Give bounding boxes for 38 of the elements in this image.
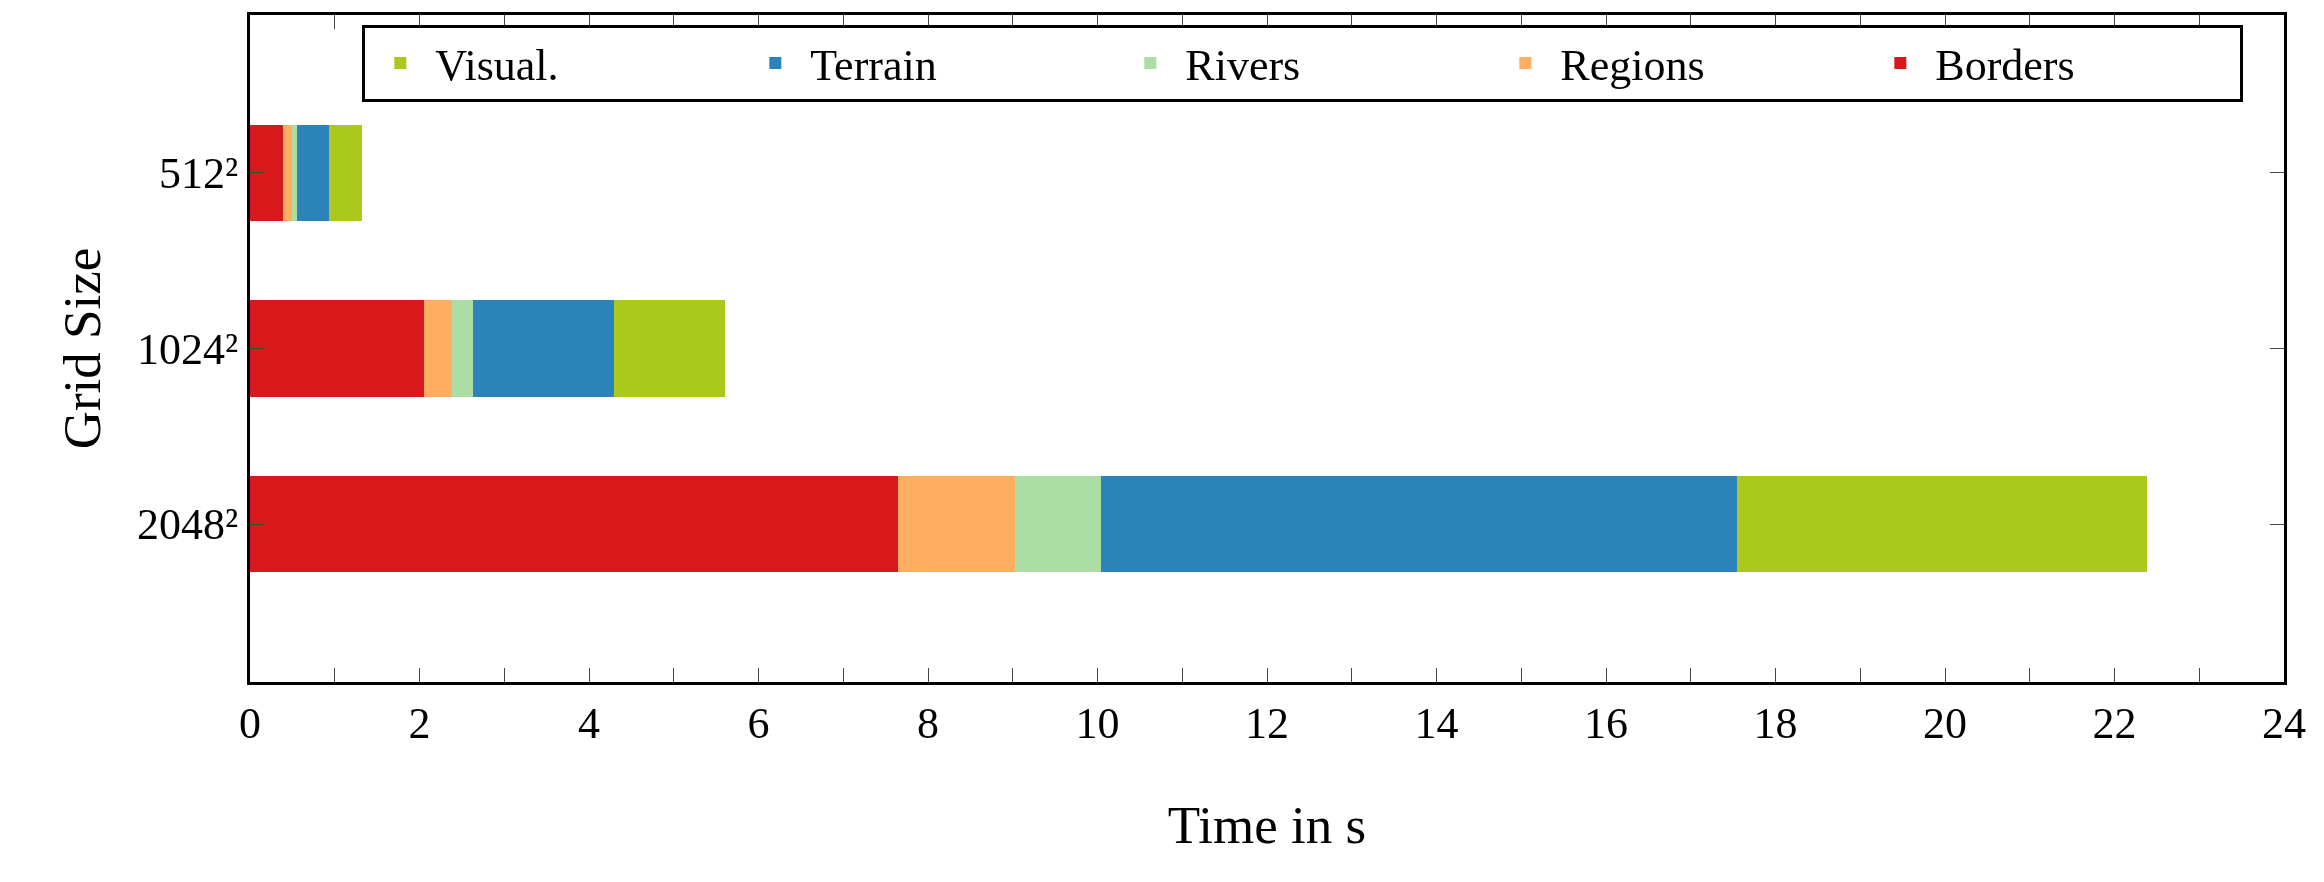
bar	[328, 124, 362, 222]
bar	[250, 124, 284, 222]
legend-label: Terrain	[810, 41, 937, 91]
legend-label: Borders	[1935, 41, 2075, 91]
x-tick-label: 20	[1923, 698, 1967, 748]
x-tick-label: 6	[747, 698, 770, 748]
x-tick-label: 10	[1075, 698, 1120, 748]
x-tick-label: 22	[2092, 698, 2137, 748]
bar	[613, 300, 725, 397]
y-tick-label: 1024²	[137, 324, 239, 374]
bar	[250, 475, 899, 573]
bar	[423, 300, 452, 397]
bar	[1100, 475, 1738, 573]
legend-label: Visual.	[435, 41, 559, 91]
x-tick-label: 12	[1245, 698, 1289, 748]
bar	[250, 300, 424, 397]
bar	[292, 124, 297, 222]
bar	[1737, 475, 2147, 573]
y-axis-title: Grid Size	[52, 247, 111, 450]
x-axis-title: Time in s	[1167, 796, 1367, 855]
x-tick-label: 18	[1753, 698, 1798, 748]
bar	[472, 300, 614, 397]
y-tick-label: 512²	[159, 149, 239, 199]
bar	[296, 124, 329, 222]
legend-label: Rivers	[1185, 41, 1301, 91]
x-tick-label: 14	[1414, 698, 1459, 748]
x-tick-label: 0	[239, 698, 261, 748]
bar	[283, 124, 293, 222]
bar	[898, 475, 1016, 573]
bar	[451, 300, 473, 397]
x-tick-label: 2	[408, 698, 431, 748]
y-tick-label: 2048²	[137, 500, 239, 550]
x-tick-label: 24	[2262, 698, 2306, 748]
x-tick-label: 16	[1584, 698, 1628, 748]
bar	[1015, 475, 1101, 573]
x-tick-label: 4	[578, 698, 600, 748]
legend-label: Regions	[1560, 41, 1705, 91]
x-tick-label: 8	[917, 698, 939, 748]
